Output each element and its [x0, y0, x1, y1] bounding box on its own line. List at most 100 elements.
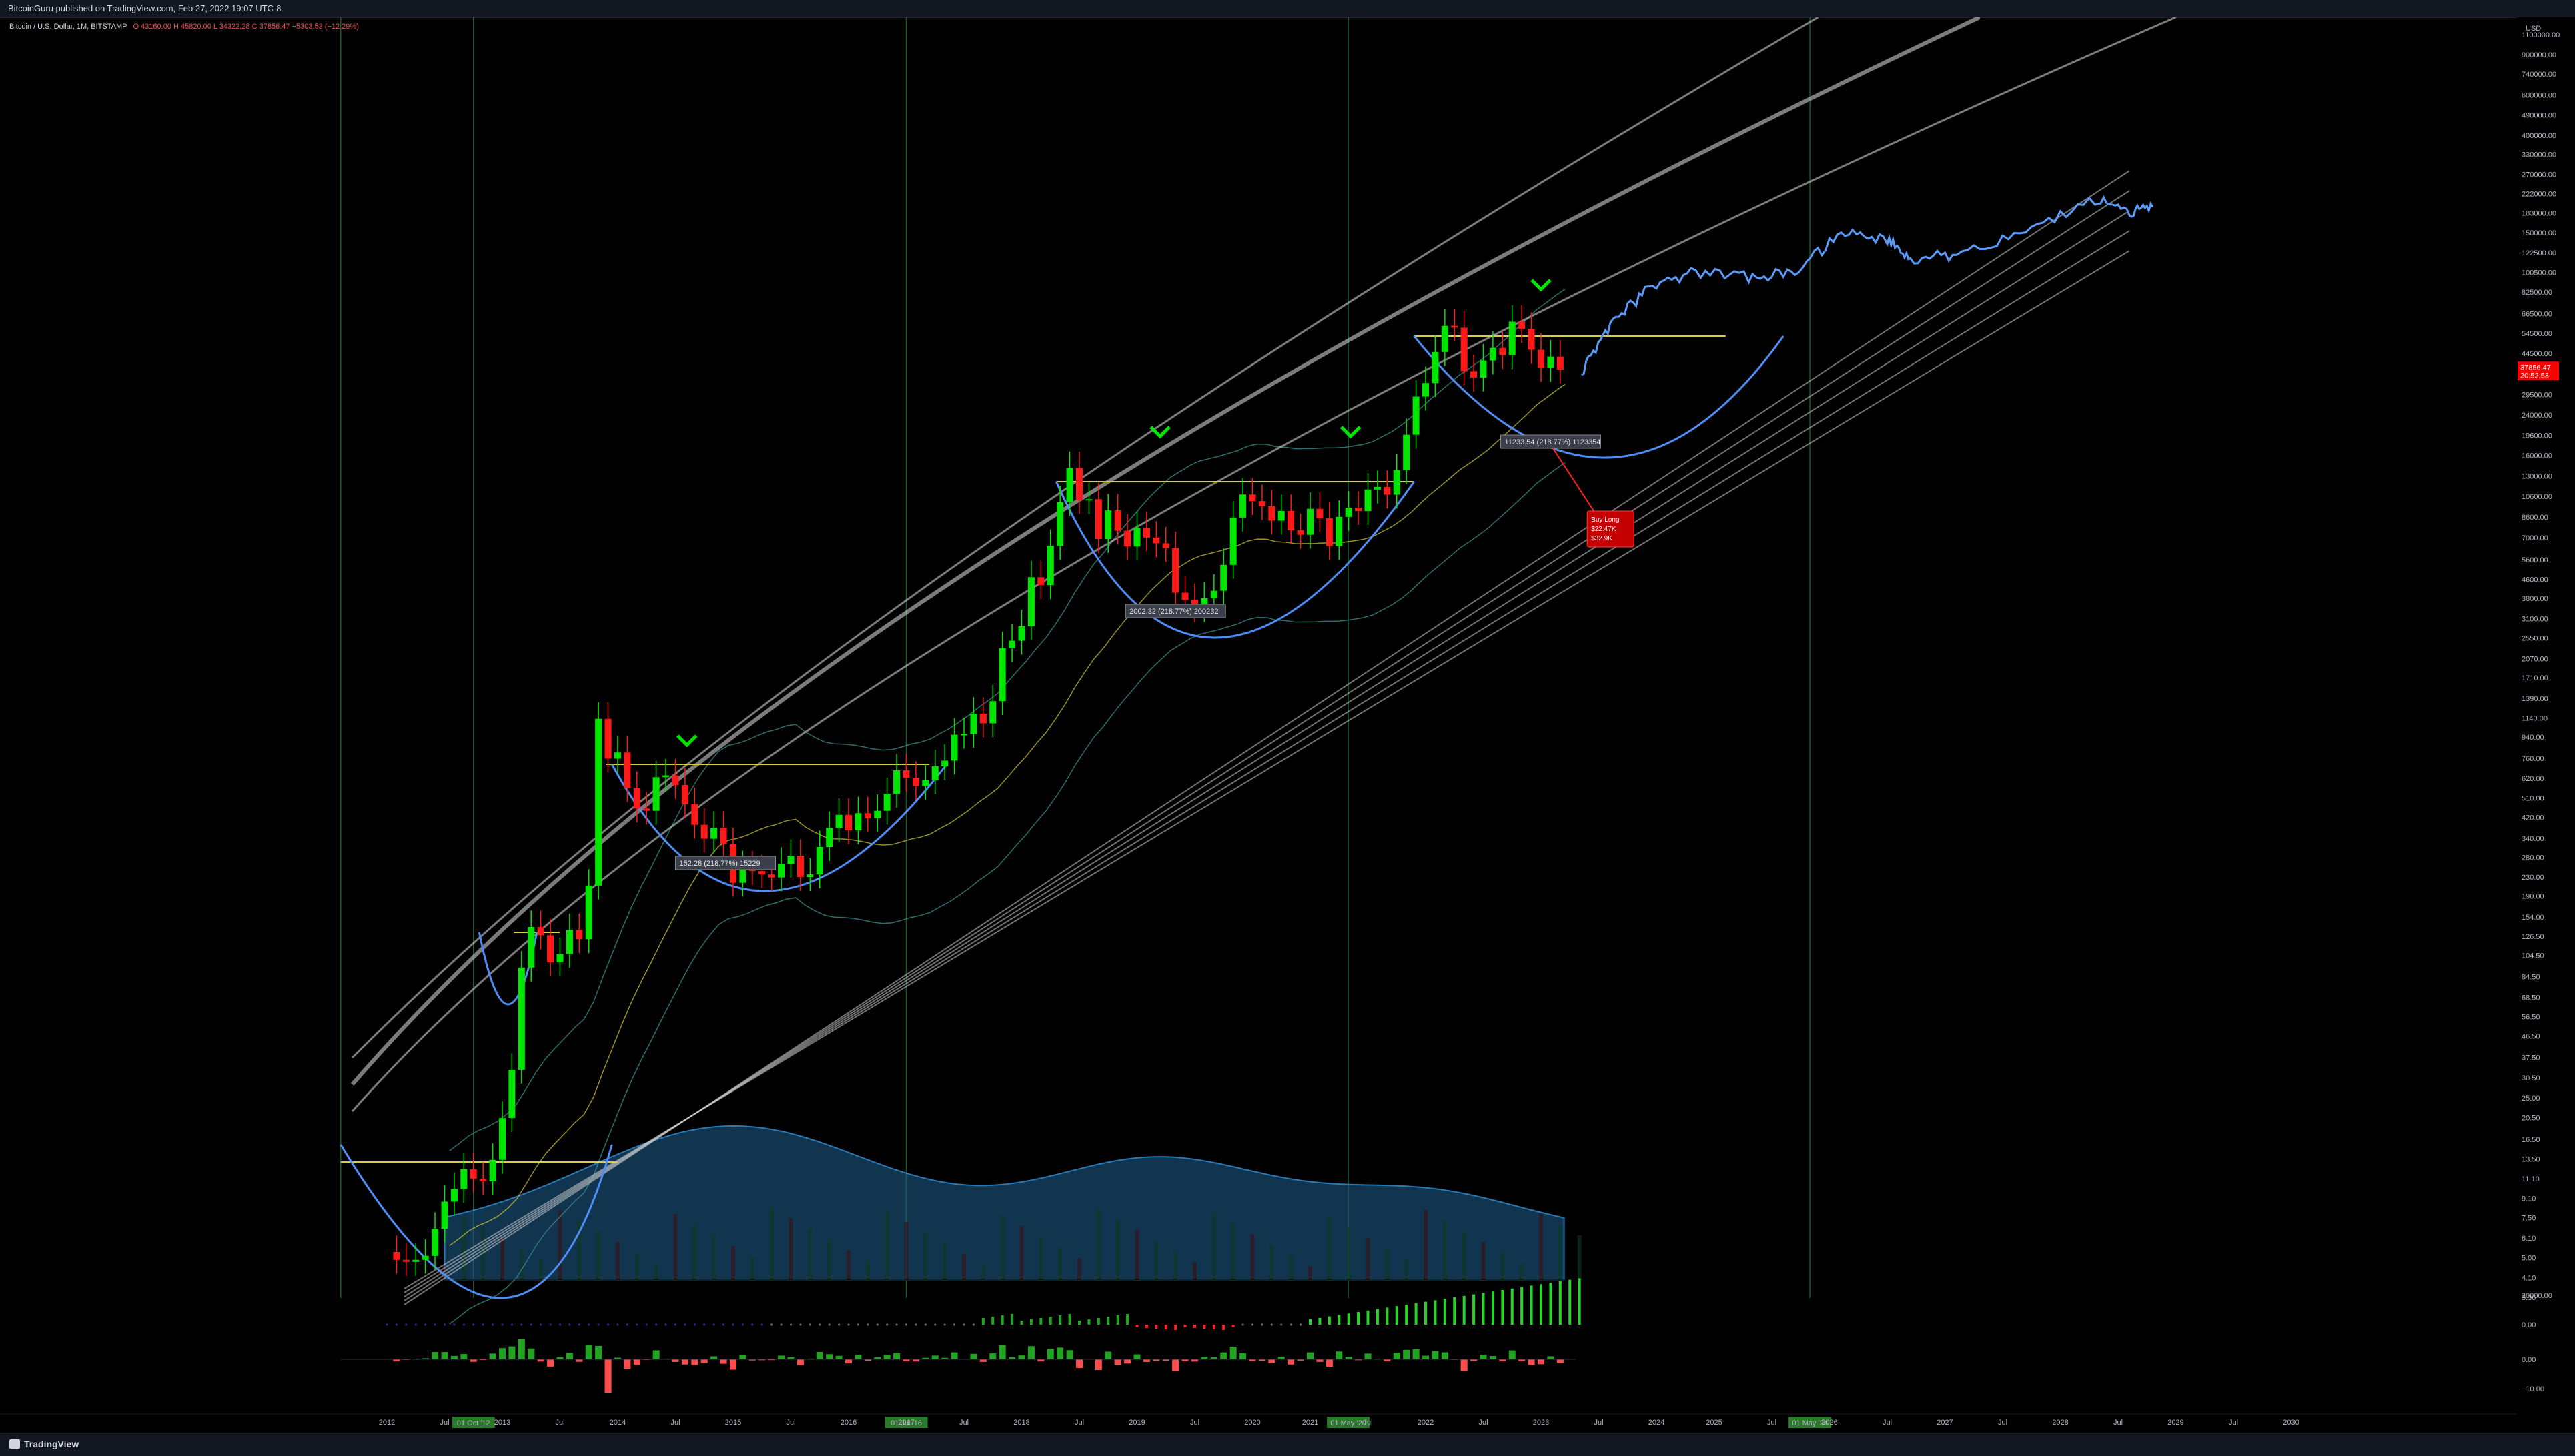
time-tick-label: Jul [2113, 1419, 2123, 1427]
osc-bar [1348, 1313, 1350, 1325]
osc-bar [1174, 1325, 1177, 1330]
time-tick-label: 2021 [1302, 1419, 1318, 1427]
osc-bar [1463, 1296, 1466, 1325]
halving-date-label: 01 Oct '12 [457, 1419, 490, 1427]
measure-label-2: 11233.54 (218.77%) 1123354 [1504, 438, 1600, 446]
candle-body [1124, 531, 1131, 547]
osc-dot [530, 1323, 532, 1325]
price-tick-label: 340.00 [2522, 835, 2544, 843]
osc-bar [1386, 1307, 1388, 1325]
hist-bar [1124, 1359, 1131, 1363]
osc-bar [1030, 1319, 1033, 1325]
candle-body [951, 735, 958, 761]
candle-body [874, 811, 881, 818]
top-bar: BitcoinGuru published on TradingView.com… [0, 0, 2575, 18]
hist-bar [586, 1345, 592, 1359]
candle-body [1432, 352, 1438, 383]
osc-dot [703, 1323, 705, 1325]
candle-body [1384, 487, 1390, 495]
price-tick-label: 82500.00 [2522, 289, 2552, 297]
candle-body [460, 1169, 467, 1189]
volume-bar [1269, 1245, 1273, 1279]
volume-area [443, 1126, 1582, 1281]
hist-bar [970, 1354, 977, 1359]
volume-bar [1558, 1225, 1562, 1279]
volume-bar [981, 1265, 985, 1279]
osc-dot [934, 1323, 936, 1325]
osc-dot [838, 1323, 840, 1325]
candle-body [576, 930, 582, 939]
price-tick-label: 940.00 [2522, 734, 2544, 742]
candle-body [1490, 348, 1496, 361]
volume-bar [1385, 1249, 1389, 1279]
candle-body [1307, 509, 1314, 535]
candle-body [1057, 502, 1063, 546]
osc-dot [761, 1323, 763, 1325]
time-tick-label: 2017 [898, 1419, 914, 1427]
time-tick-label: 2020 [1244, 1419, 1260, 1427]
candle-body [1085, 499, 1092, 500]
volume-bar [905, 1222, 909, 1279]
candle-body [807, 874, 813, 877]
osc-bar [1184, 1325, 1187, 1327]
osc-bar [1338, 1315, 1340, 1325]
buy-box-line-1: $22.47K [1591, 526, 1616, 533]
hist-bar [1432, 1351, 1438, 1359]
candle-body [1067, 468, 1073, 502]
chevron-icon-2 [1342, 427, 1360, 436]
volume-bar [1173, 1251, 1177, 1279]
candle-body [999, 648, 1006, 701]
volume-bar [1347, 1227, 1351, 1279]
volume-bar [1097, 1209, 1101, 1279]
price-tick-label: 30.50 [2522, 1074, 2540, 1082]
osc-bar [1492, 1291, 1494, 1325]
tradingview-logo[interactable]: TradingView [9, 1439, 79, 1449]
hist-bar [1547, 1356, 1554, 1359]
volume-bar [1366, 1238, 1370, 1279]
candle-body [1220, 565, 1227, 591]
price-tick-label: 29500.00 [2522, 391, 2552, 399]
osc-bar [1530, 1285, 1533, 1325]
osc-dot [636, 1323, 638, 1325]
volume-bar [654, 1263, 658, 1279]
candle-body [614, 752, 621, 758]
hist-bar [884, 1355, 891, 1359]
osc-dot [713, 1323, 715, 1325]
cup-handles [341, 336, 1726, 1162]
volume-bar [808, 1229, 812, 1279]
volume-bar [1520, 1263, 1524, 1279]
candle-body [1134, 528, 1141, 546]
hist-bar [797, 1359, 804, 1365]
volume-bar [1539, 1214, 1543, 1279]
volume-bar [962, 1254, 966, 1279]
price-axis: USD1100000.00900000.00740000.00600000.00… [2516, 17, 2575, 1433]
candle-body [758, 871, 765, 874]
price-tick-label: 280.00 [2522, 854, 2544, 862]
time-tick-label: 2026 [1821, 1419, 1837, 1427]
time-tick-label: 2029 [2167, 1419, 2183, 1427]
hist-bar [557, 1357, 564, 1359]
candle-body [893, 770, 900, 794]
hist-bar [845, 1359, 852, 1363]
volume-bar [1212, 1213, 1216, 1279]
time-tick-label: Jul [1883, 1419, 1892, 1427]
price-tick-label: 8600.00 [2522, 514, 2548, 522]
volume-bar [1289, 1255, 1293, 1279]
candle-body [1509, 321, 1516, 355]
hist-bar [682, 1359, 688, 1365]
hist-bar [1461, 1359, 1468, 1371]
candle-body [836, 815, 843, 828]
osc-dot [1241, 1323, 1243, 1325]
candle-body [932, 766, 939, 780]
candle-body [710, 828, 717, 839]
hist-bar [1067, 1350, 1073, 1359]
osc-dot [492, 1323, 494, 1325]
price-tick-label: 1100000.00 [2522, 31, 2560, 39]
time-tick-label: Jul [2229, 1419, 2238, 1427]
osc-dot [847, 1323, 849, 1325]
osc-dot [963, 1323, 965, 1325]
hist-bar [528, 1349, 534, 1359]
osc-dot [742, 1323, 744, 1325]
osc-dot [751, 1323, 753, 1325]
